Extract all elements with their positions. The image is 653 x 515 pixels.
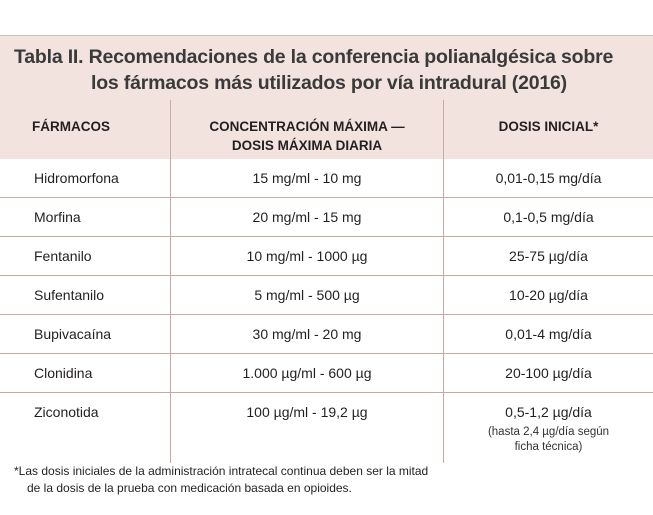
table-panel: Tabla II. Recomendaciones de la conferen… xyxy=(0,35,653,463)
cell-drug: Clonidina xyxy=(34,365,93,381)
dose-note-line-1: (hasta 2,4 µg/día según xyxy=(487,426,610,438)
header-concentration: CONCENTRACIÓN MÁXIMA — DOSIS MÁXIMA DIAR… xyxy=(171,117,443,155)
cell-dose: 10-20 µg/día xyxy=(509,287,588,303)
table-row: Ziconotida 100 µg/ml - 19,2 µg 0,5-1,2 µ… xyxy=(0,393,653,463)
footnote: *Las dosis iniciales de la administració… xyxy=(0,463,653,497)
cell-drug: Fentanilo xyxy=(34,248,92,264)
cell-concentration: 10 mg/ml - 1000 µg xyxy=(246,248,368,264)
cell-concentration: 100 µg/ml - 19,2 µg xyxy=(246,404,368,420)
column-divider xyxy=(443,100,444,463)
header-concentration-line-2: DOSIS MÁXIMA DIARIA xyxy=(231,138,383,153)
cell-drug: Sufentanilo xyxy=(34,287,105,303)
table-row: Hidromorfona 15 mg/ml - 10 mg 0,01-0,15 … xyxy=(0,159,653,198)
dosage-table: FÁRMACOS CONCENTRACIÓN MÁXIMA — DOSIS MÁ… xyxy=(0,100,653,463)
column-divider xyxy=(170,100,171,463)
title-line-2: los fármacos más utilizados por vía intr… xyxy=(91,72,567,94)
footnote-line-1: *Las dosis iniciales de la administració… xyxy=(14,464,429,478)
cell-drug: Morfina xyxy=(34,209,81,225)
cell-dose: 25-75 µg/día xyxy=(509,248,588,264)
table-header: FÁRMACOS CONCENTRACIÓN MÁXIMA — DOSIS MÁ… xyxy=(0,100,653,159)
cell-dose: 0,01-0,15 mg/día xyxy=(495,170,602,186)
cell-dose: 0,1-0,5 mg/día xyxy=(503,209,594,225)
dose-note-line-2: ficha técnica) xyxy=(514,441,583,453)
table-title: Tabla II. Recomendaciones de la conferen… xyxy=(14,44,644,96)
cell-dose-note: (hasta 2,4 µg/día según ficha técnica) xyxy=(444,425,653,455)
cell-drug: Bupivacaína xyxy=(34,326,112,342)
cell-concentration: 5 mg/ml - 500 µg xyxy=(254,287,360,303)
cell-dose: 20-100 µg/día xyxy=(505,365,592,381)
table-row: Sufentanilo 5 mg/ml - 500 µg 10-20 µg/dí… xyxy=(0,276,653,315)
cell-concentration: 1.000 µg/ml - 600 µg xyxy=(242,365,372,381)
table-row: Fentanilo 10 mg/ml - 1000 µg 25-75 µg/dí… xyxy=(0,237,653,276)
table-row: Clonidina 1.000 µg/ml - 600 µg 20-100 µg… xyxy=(0,354,653,393)
cell-drug: Ziconotida xyxy=(34,404,99,420)
footnote-line-2: de la dosis de la prueba con medicación … xyxy=(27,481,352,495)
cell-concentration: 30 mg/ml - 20 mg xyxy=(252,326,362,342)
cell-concentration: 15 mg/ml - 10 mg xyxy=(252,170,362,186)
cell-dose: 0,5-1,2 µg/día xyxy=(505,404,592,420)
header-concentration-line-1: CONCENTRACIÓN MÁXIMA — xyxy=(209,119,405,134)
cell-dose: 0,01-4 mg/día xyxy=(505,326,592,342)
title-line-1: Tabla II. Recomendaciones de la conferen… xyxy=(14,46,614,68)
header-initial-dose: DOSIS INICIAL* xyxy=(498,119,599,134)
cell-drug: Hidromorfona xyxy=(34,170,119,186)
table-row: Morfina 20 mg/ml - 15 mg 0,1-0,5 mg/día xyxy=(0,198,653,237)
header-drug: FÁRMACOS xyxy=(32,119,110,134)
table-row: Bupivacaína 30 mg/ml - 20 mg 0,01-4 mg/d… xyxy=(0,315,653,354)
cell-concentration: 20 mg/ml - 15 mg xyxy=(252,209,362,225)
